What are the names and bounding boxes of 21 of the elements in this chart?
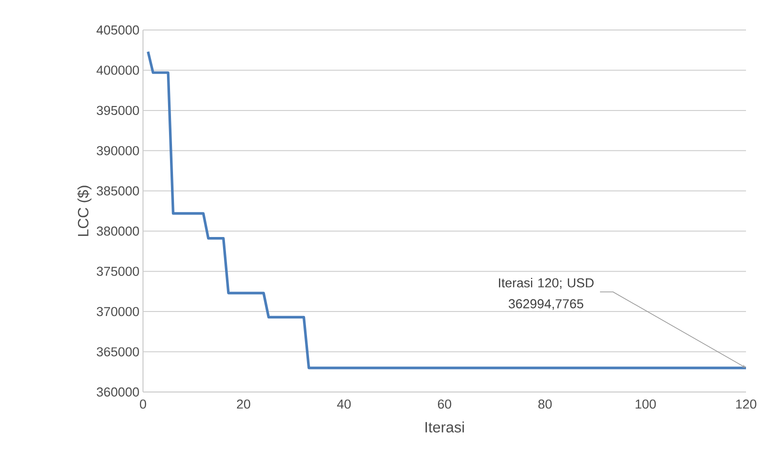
y-tick-label: 380000 xyxy=(96,226,139,236)
x-tick-label: 60 xyxy=(438,400,452,409)
y-tick-label: 395000 xyxy=(96,106,139,116)
y-tick-label: 365000 xyxy=(96,347,139,356)
y-tick-label: 385000 xyxy=(96,186,139,196)
x-axis-title: Iterasi xyxy=(426,422,464,432)
y-tick-label: 405000 xyxy=(96,25,139,35)
y-tick-label: 370000 xyxy=(96,306,139,316)
annotation: Iterasi 120; USD 362994,7765 xyxy=(498,278,594,310)
y-axis-title: LCC ($) xyxy=(77,186,92,236)
x-tick-label: 80 xyxy=(538,400,552,409)
x-tick-label: 120 xyxy=(736,400,756,409)
x-tick-label: 20 xyxy=(236,400,250,409)
x-tick-label: 100 xyxy=(636,400,656,409)
y-tick-label: 390000 xyxy=(96,146,139,156)
x-tick-label: 40 xyxy=(337,400,351,409)
y-tick-label: 360000 xyxy=(96,387,139,397)
x-tick-label: 0 xyxy=(140,400,146,409)
y-tick-label: 375000 xyxy=(96,266,139,276)
line-series xyxy=(146,50,748,370)
y-tick-label: 400000 xyxy=(96,66,139,75)
